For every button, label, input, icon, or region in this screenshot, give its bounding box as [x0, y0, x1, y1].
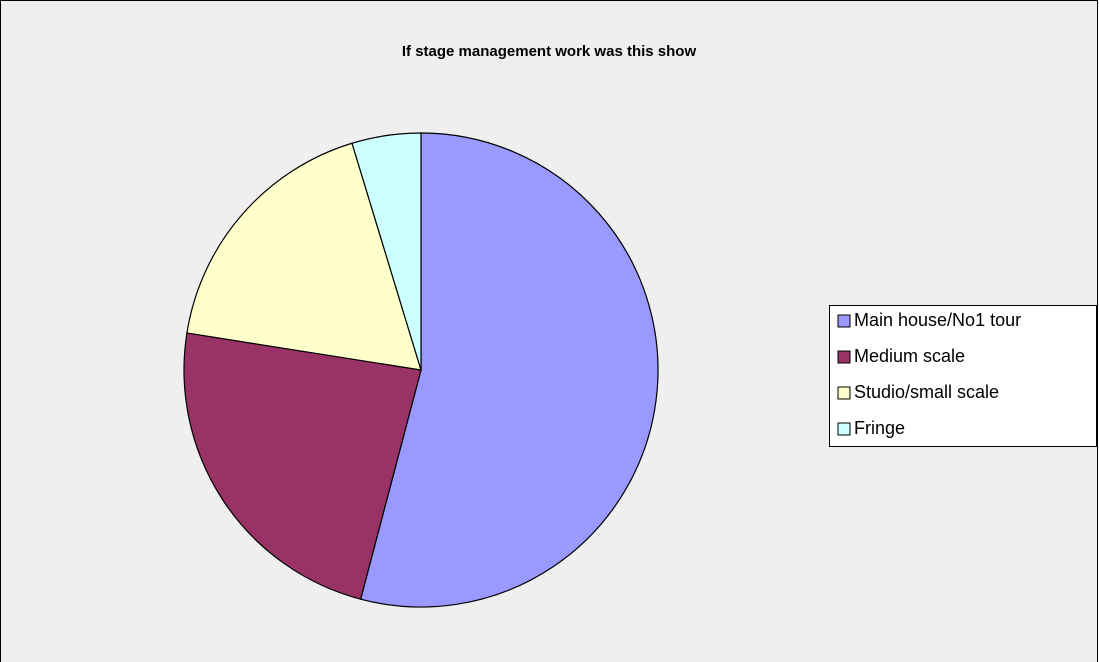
- legend-box: [829, 305, 1097, 447]
- legend-label: Medium scale: [854, 346, 965, 366]
- pie-slice: [359, 132, 659, 608]
- legend-swatch: [837, 350, 851, 364]
- legend-label: Studio/small scale: [854, 382, 999, 402]
- legend-label: Main house/No1 tour: [854, 310, 1021, 330]
- legend-swatch: [837, 314, 851, 328]
- chart-title: If stage management work was this show: [402, 43, 697, 60]
- legend-label: Fringe: [854, 418, 905, 438]
- legend-swatch: [837, 386, 851, 400]
- legend-swatch: [837, 422, 851, 436]
- pie-slice: [186, 142, 422, 371]
- pie-slice: [351, 132, 422, 371]
- pie-slice: [183, 332, 422, 600]
